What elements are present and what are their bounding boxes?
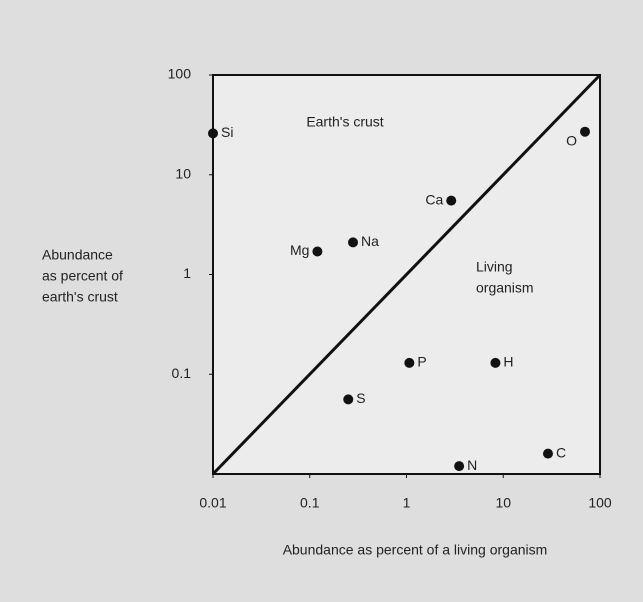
x-axis-label: Abundance as percent of a living organis… [283, 542, 548, 558]
point [208, 128, 218, 138]
x-tick-label: 1 [403, 495, 411, 511]
x-tick-label: 0.01 [199, 495, 226, 511]
point-label: Na [361, 233, 379, 249]
y-tick-label: 1 [183, 265, 191, 281]
point-label: H [503, 354, 513, 370]
y-axis-label: earth's crust [42, 289, 118, 305]
y-axis-label: Abundance [42, 247, 113, 263]
point [543, 449, 553, 459]
point [343, 394, 353, 404]
point-label: N [467, 457, 477, 473]
annotation: organism [476, 280, 534, 296]
point-label: P [417, 354, 426, 370]
point [404, 358, 414, 368]
point-label: C [556, 444, 566, 460]
point-label: S [356, 390, 365, 406]
x-tick-label: 10 [495, 495, 511, 511]
point-label: Si [221, 124, 233, 140]
y-tick-label: 10 [175, 165, 191, 181]
annotation: Living [476, 259, 513, 275]
point [490, 358, 500, 368]
point [446, 196, 456, 206]
y-axis-label: as percent of [42, 268, 123, 284]
chart: Abundance as percent of a living organis… [0, 0, 643, 602]
point-label: Ca [425, 191, 443, 207]
x-tick-label: 0.1 [300, 495, 320, 511]
point [312, 247, 322, 257]
point-label: Mg [290, 242, 309, 258]
point [348, 237, 358, 247]
point [580, 127, 590, 137]
x-tick-label: 100 [588, 495, 612, 511]
point-label: O [566, 132, 577, 148]
y-tick-label: 0.1 [172, 365, 192, 381]
y-tick-label: 100 [168, 66, 192, 82]
annotation: Earth's crust [306, 114, 383, 130]
point [454, 461, 464, 471]
